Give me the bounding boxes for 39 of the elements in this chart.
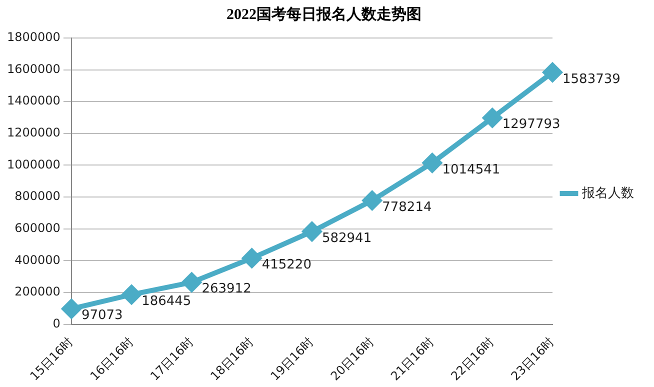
x-tick-label: 23日16时 xyxy=(508,334,557,384)
data-label: 415220 xyxy=(262,258,312,273)
data-label: 263912 xyxy=(202,282,252,297)
point xyxy=(182,272,202,292)
x-tick-label: 15日16时 xyxy=(27,334,76,384)
chart-title: 2022国考每日报名人数走势图 xyxy=(226,6,422,23)
point xyxy=(242,248,262,268)
y-tick-label: 800000 xyxy=(14,189,60,204)
y-tick-label: 1400000 xyxy=(6,94,60,108)
x-tick-label: 17日16时 xyxy=(148,334,196,384)
x-tick-label: 20日16时 xyxy=(328,334,376,384)
point xyxy=(482,108,502,128)
data-label: 1583739 xyxy=(562,72,620,87)
data-label: 1297793 xyxy=(502,117,560,132)
x-tick-label: 18日16时 xyxy=(208,334,256,384)
point xyxy=(302,222,322,242)
y-tick-label: 1800000 xyxy=(6,30,60,44)
data-label: 186445 xyxy=(142,294,192,309)
data-label: 1014541 xyxy=(442,162,500,178)
x-tick-label: 21日16时 xyxy=(388,334,437,384)
y-tick-label: 1200000 xyxy=(6,126,60,140)
point xyxy=(362,190,382,210)
point xyxy=(422,153,442,172)
data-label: 582941 xyxy=(322,230,372,246)
legend-label: 报名人数 xyxy=(581,186,634,201)
y-tick-label: 400000 xyxy=(14,252,60,267)
y-tick-label: 200000 xyxy=(14,284,60,299)
data-label: 97073 xyxy=(81,308,123,324)
y-tick-label: 1000000 xyxy=(6,157,60,172)
point xyxy=(122,285,142,304)
x-tick-label: 19日16时 xyxy=(268,334,316,384)
x-tick-label: 16日16时 xyxy=(87,334,136,384)
point xyxy=(543,62,562,82)
x-tick-label: 22日16时 xyxy=(448,334,497,384)
point xyxy=(62,299,81,318)
y-tick-label: 0 xyxy=(52,316,60,330)
y-tick-label: 1600000 xyxy=(6,62,60,76)
data-label: 778214 xyxy=(382,200,432,215)
y-tick-label: 600000 xyxy=(14,220,60,235)
